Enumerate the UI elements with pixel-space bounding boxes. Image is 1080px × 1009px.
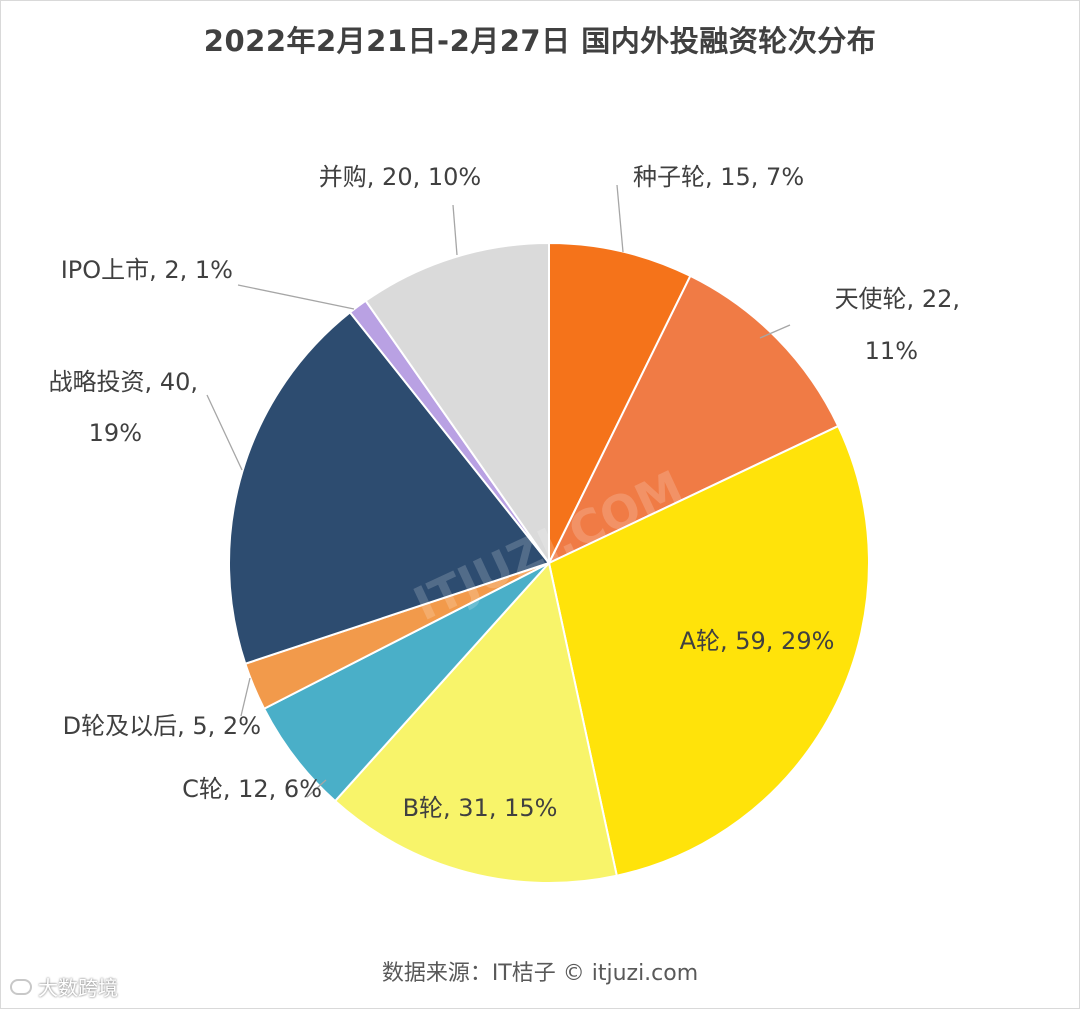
slice-label-7-line-2: 19% <box>89 419 142 447</box>
leader-line-5 <box>306 779 327 798</box>
slice-label-2-line-1: 天使轮, 22, <box>835 285 960 313</box>
slice-label-8: IPO上市, 2, 1% <box>61 256 233 284</box>
slice-label-5: C轮, 12, 6% <box>182 775 322 803</box>
slice-label-7-line-1: 战略投资, 40, <box>49 368 198 396</box>
leader-line-2 <box>759 324 791 339</box>
pie-slice-2 <box>546 274 840 566</box>
watermark-logo-icon <box>10 978 32 995</box>
pie-slice-4 <box>333 560 618 884</box>
leader-line-8 <box>237 284 355 310</box>
corner-watermark-text: 大数跨境 <box>38 976 118 1000</box>
chart-title: 2022年2月21日-2月27日 国内外投融资轮次分布 <box>203 24 877 58</box>
slice-label-4: B轮, 31, 15% <box>403 794 558 822</box>
slice-label-1: 种子轮, 15, 7% <box>633 163 804 191</box>
leader-line-6 <box>240 677 251 717</box>
slice-label-2-line-2: 11% <box>865 337 918 365</box>
leader-line-7 <box>206 394 243 471</box>
data-source: 数据来源：IT桔子 © itjuzi.com <box>381 961 699 986</box>
pie-slice-7 <box>228 310 551 666</box>
leader-line-9 <box>452 204 458 256</box>
pie-slices <box>228 241 870 884</box>
pie-slice-1 <box>548 241 692 564</box>
slice-label-9: 并购, 20, 10% <box>319 163 481 191</box>
leader-lines <box>206 184 791 798</box>
pie-slice-9 <box>364 241 550 567</box>
slice-labels: 种子轮, 15, 7% 天使轮, 22, 11% A轮, 59, 29% B轮, 31,… <box>49 163 960 822</box>
slice-label-6: D轮及以后, 5, 2% <box>63 712 261 740</box>
pie-slice-3 <box>547 424 870 877</box>
leader-line-1 <box>616 184 624 253</box>
slice-label-3: A轮, 59, 29% <box>680 627 835 655</box>
corner-watermark: 大数跨境 <box>10 972 118 1001</box>
